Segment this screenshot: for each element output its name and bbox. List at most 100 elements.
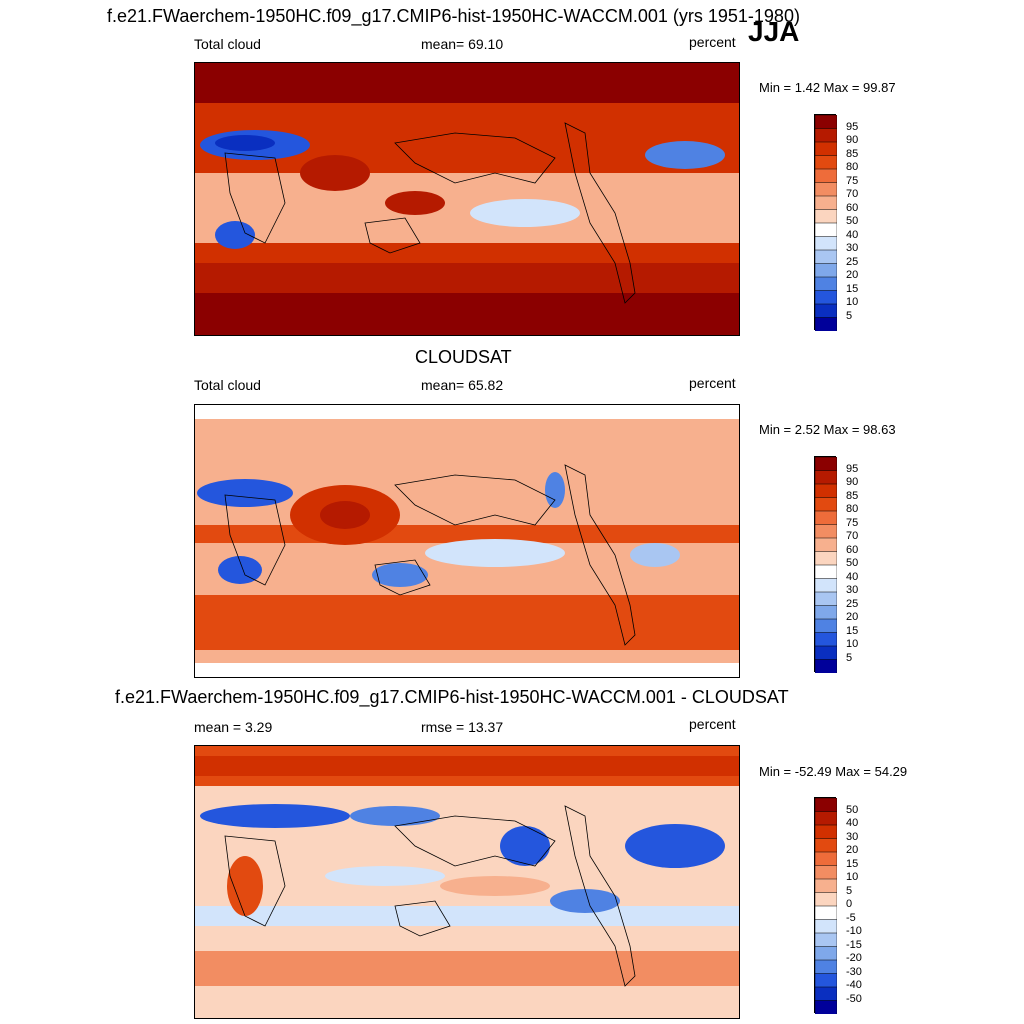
panel-obs-minmax: Min = 2.52 Max = 98.63: [759, 422, 896, 437]
colorbar-swatch: [814, 456, 838, 472]
colorbar-swatch: [814, 497, 838, 512]
colorbar-tick-label: 70: [846, 188, 859, 200]
colorbar-swatch: [814, 797, 838, 813]
colorbar-swatch: [814, 632, 838, 647]
colorbar-swatch: [814, 591, 838, 607]
colorbar-tick-label: 50: [846, 557, 859, 569]
main-title: f.e21.FWaerchem-1950HC.f09_g17.CMIP6-his…: [107, 6, 800, 26]
panel-obs-colorbar: 95 90 85 80 75 70 60 50 40 30 25 20 15 10 5: [814, 456, 894, 674]
panel-model-map: [194, 62, 740, 336]
colorbar-tick-label: -50: [846, 992, 862, 1005]
panel-model-map-field: [195, 63, 739, 335]
colorbar-swatch: [814, 537, 838, 553]
panel-model-colorbar-box: [814, 114, 838, 332]
panel-model-units-label: percent: [689, 34, 736, 50]
panel-diff-subtitle: f.e21.FWaerchem-1950HC.f09_g17.CMIP6-his…: [115, 687, 789, 707]
panel-diff-rmse-label: rmse = 13.37: [421, 719, 504, 735]
colorbar-tick-label: 40: [846, 228, 859, 241]
colorbar-swatch: [814, 645, 838, 661]
colorbar-tick-label: -10: [846, 925, 862, 937]
colorbar-tick-label: 95: [846, 120, 859, 133]
colorbar-swatch: [814, 659, 838, 674]
colorbar-swatch: [814, 249, 838, 265]
colorbar-tick-label: 30: [846, 584, 859, 596]
colorbar-swatch: [814, 618, 838, 634]
colorbar-tick-label: 25: [846, 255, 859, 268]
colorbar-tick-label: 40: [846, 570, 859, 583]
colorbar-swatch: [814, 973, 838, 988]
colorbar-swatch: [814, 290, 838, 305]
panel-diff-map: [194, 745, 740, 1019]
colorbar-tick-label: 15: [846, 282, 859, 295]
colorbar-swatch: [814, 811, 838, 826]
panel-model-colorbar: 95 90 85 80 75 70 60 50 40 30 25 20 15 10 5: [814, 114, 894, 332]
panel-obs-map: [194, 404, 740, 678]
panel-diff-colorbar-swatches: [814, 797, 838, 1015]
colorbar-swatch: [814, 195, 838, 211]
colorbar-tick-label: -5: [846, 911, 856, 924]
panel-obs-colorbar-swatches: [814, 456, 838, 674]
colorbar-tick-label: 20: [846, 611, 859, 623]
colorbar-tick-label: 80: [846, 161, 859, 173]
colorbar-tick-label: 85: [846, 147, 859, 160]
colorbar-swatch: [814, 510, 838, 526]
colorbar-swatch: [814, 303, 838, 319]
colorbar-tick-label: 60: [846, 201, 859, 214]
colorbar-tick-label: -20: [846, 952, 862, 964]
colorbar-tick-label: 50: [846, 803, 859, 816]
colorbar-swatch: [814, 838, 838, 853]
colorbar-swatch: [814, 865, 838, 880]
colorbar-tick-label: 75: [846, 174, 859, 187]
colorbar-swatch: [814, 878, 838, 894]
colorbar-tick-label: -15: [846, 938, 862, 951]
colorbar-tick-label: 10: [846, 871, 859, 883]
colorbar-swatch: [814, 114, 838, 130]
colorbar-swatch: [814, 564, 838, 580]
panel-diff-mean-label: mean = 3.29: [194, 719, 273, 735]
colorbar-swatch: [814, 578, 838, 593]
colorbar-swatch: [814, 209, 838, 224]
colorbar-tick-label: 60: [846, 543, 859, 556]
colorbar-tick-label: -30: [846, 965, 862, 978]
colorbar-tick-label: 40: [846, 817, 859, 829]
panel-obs-map-field: [195, 405, 739, 677]
colorbar-swatch: [814, 986, 838, 1002]
colorbar-tick-label: 50: [846, 215, 859, 227]
colorbar-tick-label: 20: [846, 844, 859, 856]
colorbar-swatch: [814, 1000, 838, 1015]
colorbar-tick-label: 10: [846, 296, 859, 308]
season-label: JJA: [748, 16, 800, 47]
colorbar-tick-label: 30: [846, 830, 859, 843]
panel-diff-map-field: [195, 746, 739, 1018]
panel-model-variable-label: Total cloud: [194, 36, 261, 52]
colorbar-tick-label: 0: [846, 898, 853, 910]
colorbar-tick-label: 15: [846, 624, 859, 637]
colorbar-swatch: [814, 946, 838, 961]
colorbar-tick-label: 30: [846, 242, 859, 254]
colorbar-swatch: [814, 892, 838, 907]
colorbar-swatch: [814, 276, 838, 292]
panel-model-colorbar-swatches: [814, 114, 838, 332]
colorbar-swatch: [814, 182, 838, 197]
colorbar-tick-label: 15: [846, 857, 859, 870]
colorbar-tick-label: 5: [846, 651, 853, 664]
colorbar-tick-label: 75: [846, 516, 859, 529]
colorbar-swatch: [814, 824, 838, 840]
colorbar-tick-label: 10: [846, 638, 859, 650]
colorbar-swatch: [814, 551, 838, 566]
colorbar-tick-label: 70: [846, 530, 859, 542]
colorbar-swatch: [814, 222, 838, 238]
colorbar-swatch: [814, 470, 838, 485]
colorbar-swatch: [814, 155, 838, 170]
colorbar-swatch: [814, 932, 838, 948]
colorbar-tick-label: 90: [846, 134, 859, 146]
colorbar-tick-label: 5: [846, 309, 853, 322]
colorbar-swatch: [814, 168, 838, 184]
colorbar-tick-label: 80: [846, 503, 859, 515]
colorbar-swatch: [814, 141, 838, 157]
panel-diff-minmax: Min = -52.49 Max = 54.29: [759, 764, 908, 779]
panel-diff-colorbar-box: [814, 797, 838, 1015]
colorbar-swatch: [814, 128, 838, 143]
colorbar-swatch: [814, 317, 838, 332]
colorbar-swatch: [814, 263, 838, 278]
